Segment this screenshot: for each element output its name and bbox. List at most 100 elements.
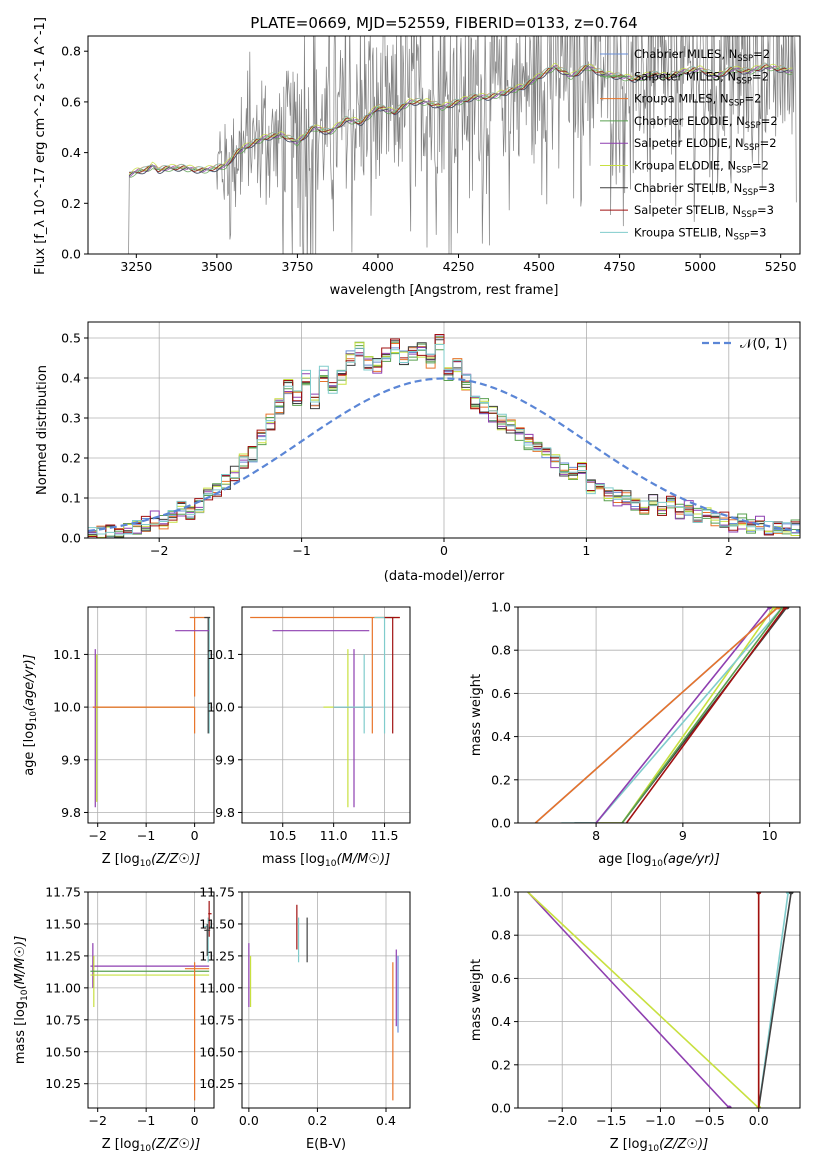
model-line-kroupa_stelib	[129, 62, 793, 173]
x-tick-label: 11.5	[371, 828, 399, 843]
y-tick-label: 0.4	[491, 729, 511, 744]
y-tick-label: 10.1	[53, 647, 81, 662]
plot-area	[125, 36, 797, 254]
y-tick-label: 9.9	[215, 752, 235, 767]
label-part: (M/M☉)]	[13, 936, 28, 990]
legend-text: Chabrier STELIB, N	[634, 181, 742, 195]
x-axis-label: Z [log10(Z/Z☉)]	[102, 852, 200, 869]
x-tick-label: 4750	[604, 259, 636, 274]
axes-frame	[517, 891, 801, 1109]
plot-area	[242, 892, 410, 1108]
model-line-chabrier_elodie	[129, 66, 793, 178]
x-tick-label: 10.5	[269, 828, 297, 843]
legend-entry: Salpeter ELODIE, NSSP=2	[634, 136, 777, 153]
y-axis-label: age [log10(age/yr)]	[22, 654, 39, 776]
panel-age_vs_mass: 10.5 11.0 11.5 9.8 9.9 10.0 10.1 mass [log10(M/…	[207, 606, 411, 869]
series-line-salpeter_elodie	[595, 607, 771, 823]
y-tick-label: 0.4	[61, 371, 81, 386]
x-tick-label: 3750	[282, 259, 314, 274]
x-tick-label: 4250	[443, 259, 475, 274]
model-line-salpeter_elodie	[128, 65, 793, 178]
series-line-kroupa_stelib	[561, 607, 784, 823]
y-tick-label: 1.0	[491, 600, 511, 615]
legend-entry: Kroupa STELIB, NSSP=3	[634, 225, 766, 242]
y-tick-label: 10.75	[45, 1012, 81, 1027]
x-tick-label: −2	[88, 1113, 106, 1128]
legend-sub: SSP	[744, 143, 760, 153]
y-tick-label: 11.75	[199, 885, 235, 900]
legend-sub: SSP	[736, 76, 752, 86]
y-tick-label: 0.0	[491, 1101, 511, 1116]
chart-title: PLATE=0669, MJD=52559, FIBERID=0133, z=0…	[250, 14, 637, 32]
series-end-marker	[756, 892, 762, 895]
legend-tail: =3	[749, 225, 766, 239]
x-tick-label: −2.0	[547, 1113, 577, 1128]
y-tick-label: 11.25	[45, 948, 81, 963]
y-tick-label: 0.0	[61, 247, 81, 262]
x-tick-label: −1	[137, 828, 155, 843]
x-tick-label: 11.0	[320, 828, 348, 843]
y-tick-label: 0.5	[61, 331, 81, 346]
legend-entry: Kroupa MILES, NSSP=2	[634, 92, 761, 109]
label-part: (Z/Z☉)]	[659, 1137, 708, 1152]
legend-text: Kroupa ELODIE, N	[634, 159, 736, 173]
legend-sub: SSP	[737, 54, 753, 64]
y-tick-label: 9.8	[215, 805, 235, 820]
y-tick-label: 9.8	[61, 805, 81, 820]
legend-sub: SSP	[742, 188, 758, 198]
x-tick-label: 2	[725, 543, 733, 558]
label-part: age [log	[598, 852, 651, 867]
series-line-salpeter_miles	[621, 607, 784, 823]
label-part: Z [log	[610, 1137, 648, 1152]
x-tick-label: 4500	[523, 259, 555, 274]
y-tick-label: 0.2	[61, 196, 81, 211]
series-end-marker	[782, 607, 788, 610]
y-tick-label: 9.9	[61, 752, 81, 767]
series-end-marker	[726, 1105, 732, 1108]
y-tick-label: 0.6	[61, 94, 81, 109]
axes-frame	[241, 891, 411, 1109]
legend-sub: SSP	[736, 166, 752, 176]
x-tick-label: 0.2	[307, 1113, 327, 1128]
panel-residuals: −2 −1 0 1 2 0.0 0.1 0.2 0.3 0.4 0.5 (data-model)/er…	[35, 321, 801, 584]
series-line-salpeter_stelib	[625, 607, 786, 823]
x-axis-label: Z [log10(Z/Z☉)]	[102, 1137, 200, 1154]
plot-area	[88, 892, 214, 1108]
panel-mass_vs_Z: −2 −1 0 10.25 10.50 10.75 11.00 11.25 11.50 11.75…	[13, 885, 215, 1154]
y-tick-label: 0.2	[491, 772, 511, 787]
y-tick-label: 11.25	[199, 948, 235, 963]
y-axis-label: Flux [f_λ 10^-17 erg cm^-2 s^-1 A^-1]	[33, 17, 48, 275]
series-line-kroupa_elodie	[596, 607, 775, 823]
x-tick-label: 8	[592, 828, 600, 843]
legend-tail: =2	[744, 92, 761, 106]
label-sub: 10	[29, 711, 39, 723]
label-part: (Z/Z☉)]	[151, 1137, 200, 1152]
x-tick-label: 10	[762, 828, 778, 843]
label-part: Z [log	[102, 852, 140, 867]
y-tick-label: 11.00	[199, 980, 235, 995]
normal-curve	[88, 377, 800, 533]
axes-frame	[241, 606, 411, 824]
y-tick-label: 0.3	[61, 411, 81, 426]
axes-frame	[87, 35, 801, 255]
series-line-kroupa_elodie	[527, 892, 760, 1108]
x-tick-label: 5250	[765, 259, 797, 274]
label-part: (age/yr)]	[22, 654, 37, 711]
legend-entry: Salpeter STELIB, NSSP=3	[634, 203, 774, 220]
panel-spectrum: 3250 3500 3750 4000 4250 4500 4750 5000 5250 0.0 0…	[33, 14, 801, 298]
legend-text: Salpeter MILES, N	[634, 69, 736, 83]
x-tick-label: −1	[292, 543, 310, 558]
y-axis-label: mass [log10(M/M☉)]	[13, 936, 30, 1064]
axes-frame	[87, 891, 215, 1109]
axes-frame	[87, 321, 801, 539]
y-tick-label: 0.8	[491, 928, 511, 943]
x-tick-label: 3500	[201, 259, 233, 274]
legend-text: Chabrier ELODIE, N	[634, 114, 745, 128]
y-tick-label: 0.2	[491, 1057, 511, 1072]
x-tick-label: 1	[582, 543, 590, 558]
x-axis-label: mass [log10(M/M☉)]	[262, 852, 390, 869]
y-tick-label: 0.2	[61, 451, 81, 466]
x-tick-label: 4000	[362, 259, 394, 274]
legend-sub: SSP	[729, 99, 745, 109]
x-tick-label: −2	[150, 543, 168, 558]
